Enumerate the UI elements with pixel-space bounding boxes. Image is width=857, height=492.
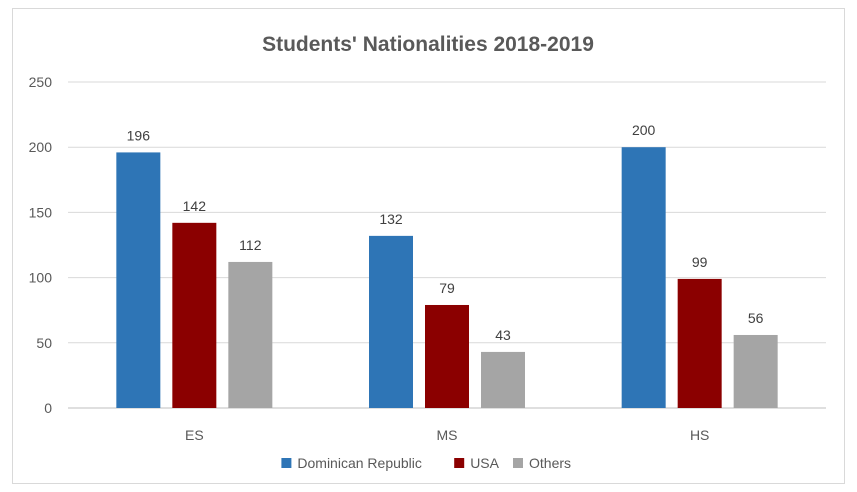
legend: Dominican Republic USA Others [281,455,571,471]
y-axis: 0 50 100 150 200 250 [29,74,53,416]
legend-item-usa: USA [454,455,500,471]
x-axis: ES MS HS [185,427,709,443]
bar-dominican-republic-ms [369,235,413,408]
bar-others-ms [481,351,525,408]
legend-swatch [281,458,292,468]
data-label: 142 [183,198,207,214]
bars: 196 142 112 132 79 43 200 99 56 [116,122,778,408]
bar-usa-ms [425,304,469,408]
data-label: 99 [692,254,708,270]
y-tick-label: 0 [44,400,52,416]
chart-title: Students' Nationalities 2018-2019 [262,33,594,56]
x-tick-label: MS [437,427,458,443]
data-label: 43 [495,327,511,343]
data-label: 56 [748,310,764,326]
x-tick-label: ES [185,427,204,443]
legend-label: Dominican Republic [297,455,422,471]
bar-others-es [228,261,273,408]
data-label: 79 [439,280,455,296]
bar-usa-es [172,222,217,408]
x-tick-label: HS [690,427,709,443]
legend-label: USA [470,455,499,471]
legend-label: Others [529,455,571,471]
y-tick-label: 200 [29,139,53,155]
legend-swatch [513,458,523,468]
legend-item-dominican-republic: Dominican Republic [281,455,422,471]
bar-usa-hs [677,278,722,408]
bar-others-hs [733,334,778,408]
y-tick-label: 50 [36,335,52,351]
legend-swatch [454,458,465,468]
data-label: 112 [239,237,262,253]
bar-dominican-republic-hs [621,147,666,408]
data-label: 132 [379,211,403,227]
data-label: 196 [127,127,151,143]
bar-dominican-republic-es [116,152,161,408]
y-tick-label: 100 [29,270,53,286]
y-tick-label: 250 [29,74,53,90]
y-tick-label: 150 [29,204,53,220]
data-label: 200 [632,122,656,138]
legend-item-others: Others [513,455,571,471]
